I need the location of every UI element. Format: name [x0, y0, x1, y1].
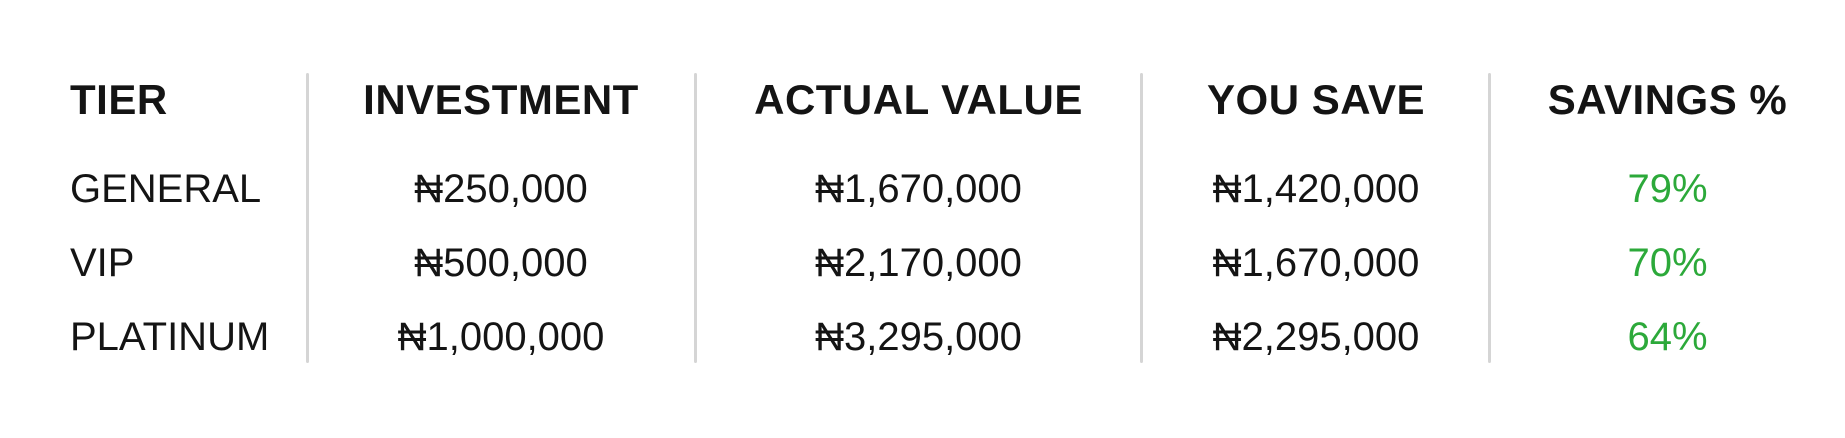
column-header-you-save: YOU SAVE: [1207, 76, 1425, 123]
column-divider: [306, 73, 309, 363]
column-divider: [1140, 73, 1143, 363]
table-row-general: GENERAL ₦250,000 ₦1,670,000 ₦1,420,000 7…: [0, 152, 1845, 226]
actual-value: ₦1,670,000: [815, 166, 1022, 211]
table-row-vip: VIP ₦500,000 ₦2,170,000 ₦1,670,000 70%: [0, 226, 1845, 300]
column-divider: [1488, 73, 1491, 363]
column-header-investment: INVESTMENT: [363, 76, 639, 123]
savings-percentage: 79%: [1627, 166, 1708, 211]
header-rows-spacer: [0, 140, 1845, 152]
you-save-value: ₦1,670,000: [1212, 240, 1420, 285]
actual-value: ₦3,295,000: [815, 314, 1022, 359]
actual-value: ₦2,170,000: [815, 240, 1022, 285]
you-save-value: ₦2,295,000: [1212, 314, 1420, 359]
tier-name: VIP: [70, 240, 135, 285]
table-row-platinum: PLATINUM ₦1,000,000 ₦3,295,000 ₦2,295,00…: [0, 300, 1845, 374]
tier-name: PLATINUM: [70, 314, 270, 359]
savings-percentage: 64%: [1627, 314, 1708, 359]
column-header-actual-value: ACTUAL VALUE: [754, 76, 1083, 123]
pricing-tier-table: TIER INVESTMENT ACTUAL VALUE YOU SAVE SA…: [0, 60, 1845, 374]
investment-value: ₦500,000: [414, 240, 588, 285]
column-header-savings-pct: SAVINGS %: [1547, 76, 1788, 123]
tier-name: GENERAL: [70, 166, 262, 211]
column-header-tier: TIER: [70, 76, 168, 123]
savings-percentage: 70%: [1627, 240, 1708, 285]
investment-value: ₦250,000: [414, 166, 588, 211]
table-header-row: TIER INVESTMENT ACTUAL VALUE YOU SAVE SA…: [0, 60, 1845, 140]
investment-value: ₦1,000,000: [397, 314, 605, 359]
column-divider: [694, 73, 697, 363]
you-save-value: ₦1,420,000: [1212, 166, 1420, 211]
